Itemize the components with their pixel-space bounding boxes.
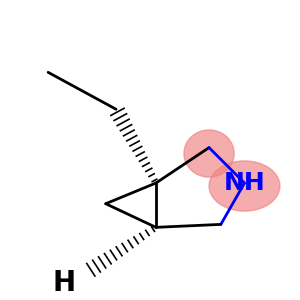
Ellipse shape <box>184 130 234 177</box>
Ellipse shape <box>209 161 280 211</box>
Text: NH: NH <box>224 171 266 195</box>
Text: H: H <box>53 269 76 297</box>
